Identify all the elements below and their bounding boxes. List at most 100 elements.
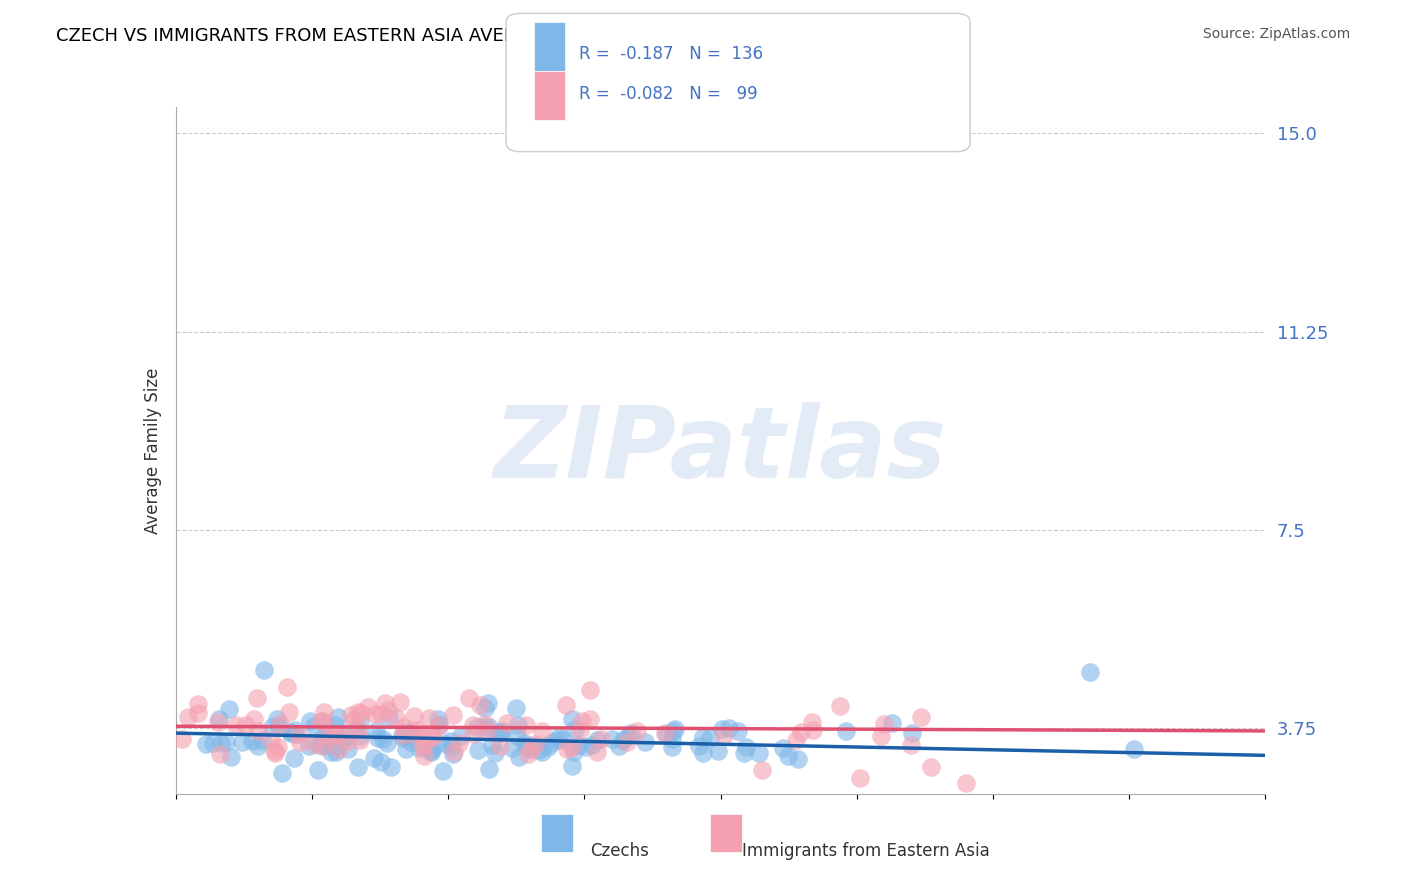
Point (309, 714, 332, 728)
Point (432, 764, 454, 779)
Point (955, 776, 977, 790)
Point (654, 726, 676, 740)
Point (418, 711, 440, 725)
Point (882, 716, 904, 731)
Point (484, 746, 506, 760)
Point (901, 726, 924, 740)
Point (579, 683, 602, 698)
Point (325, 745, 347, 759)
Point (600, 731, 623, 746)
Point (439, 740, 461, 755)
Point (367, 731, 389, 746)
Point (302, 737, 325, 751)
Point (523, 737, 546, 751)
Point (419, 745, 441, 759)
Point (349, 729, 371, 743)
Point (208, 747, 231, 761)
Point (626, 724, 648, 739)
Point (283, 751, 305, 765)
Point (441, 707, 464, 722)
Point (537, 740, 560, 755)
Point (176, 710, 198, 724)
Point (579, 712, 602, 726)
Point (364, 723, 387, 738)
Point (314, 705, 336, 719)
Point (412, 739, 434, 754)
Point (834, 724, 856, 739)
Point (564, 722, 586, 736)
Point (910, 710, 932, 724)
Point (323, 727, 346, 741)
Point (467, 743, 489, 757)
Point (250, 733, 273, 747)
Point (412, 729, 434, 743)
Point (470, 698, 492, 712)
Point (346, 705, 368, 719)
Point (439, 733, 461, 747)
Point (571, 714, 593, 728)
Point (347, 760, 370, 774)
Text: Czechs: Czechs (591, 842, 648, 860)
Point (457, 691, 479, 706)
Point (520, 739, 543, 753)
Point (501, 740, 523, 755)
Text: R =  -0.187   N =  136: R = -0.187 N = 136 (579, 45, 763, 62)
Point (399, 726, 422, 740)
Point (787, 752, 810, 766)
Point (392, 731, 415, 745)
Point (208, 712, 231, 726)
Point (848, 771, 870, 785)
Point (350, 706, 373, 720)
Point (555, 698, 578, 712)
Point (548, 730, 571, 744)
Point (325, 739, 347, 753)
Point (790, 725, 813, 739)
Point (209, 736, 232, 750)
Point (201, 736, 224, 750)
Point (475, 725, 498, 739)
Point (328, 741, 350, 756)
Point (634, 735, 657, 749)
Point (801, 723, 824, 738)
Point (346, 722, 368, 736)
Point (1123, 742, 1146, 756)
Point (751, 763, 773, 777)
Point (530, 723, 553, 738)
Point (312, 730, 335, 744)
Point (420, 744, 443, 758)
Point (443, 745, 465, 759)
Point (416, 738, 439, 752)
Point (920, 760, 942, 774)
Point (266, 712, 288, 726)
Point (264, 746, 287, 760)
Point (357, 699, 380, 714)
Text: CZECH VS IMMIGRANTS FROM EASTERN ASIA AVERAGE FAMILY SIZE CORRELATION CHART: CZECH VS IMMIGRANTS FROM EASTERN ASIA AV… (56, 27, 865, 45)
Point (517, 747, 540, 761)
Point (363, 751, 385, 765)
Point (288, 735, 311, 749)
Point (384, 711, 406, 725)
Point (253, 663, 276, 677)
Point (316, 730, 339, 744)
Point (395, 741, 418, 756)
Point (575, 739, 598, 754)
Point (269, 717, 291, 731)
Point (267, 739, 290, 754)
Point (586, 745, 609, 759)
Point (246, 691, 269, 706)
Point (450, 729, 472, 743)
Point (434, 737, 457, 751)
Point (219, 750, 242, 764)
Point (447, 736, 470, 750)
Point (472, 720, 495, 734)
Point (399, 730, 422, 744)
Point (312, 714, 335, 728)
Point (520, 742, 543, 756)
Point (569, 723, 592, 738)
Point (717, 721, 740, 735)
Point (489, 725, 512, 739)
Point (585, 732, 607, 747)
Point (187, 697, 209, 711)
Point (655, 727, 678, 741)
Point (260, 733, 283, 747)
